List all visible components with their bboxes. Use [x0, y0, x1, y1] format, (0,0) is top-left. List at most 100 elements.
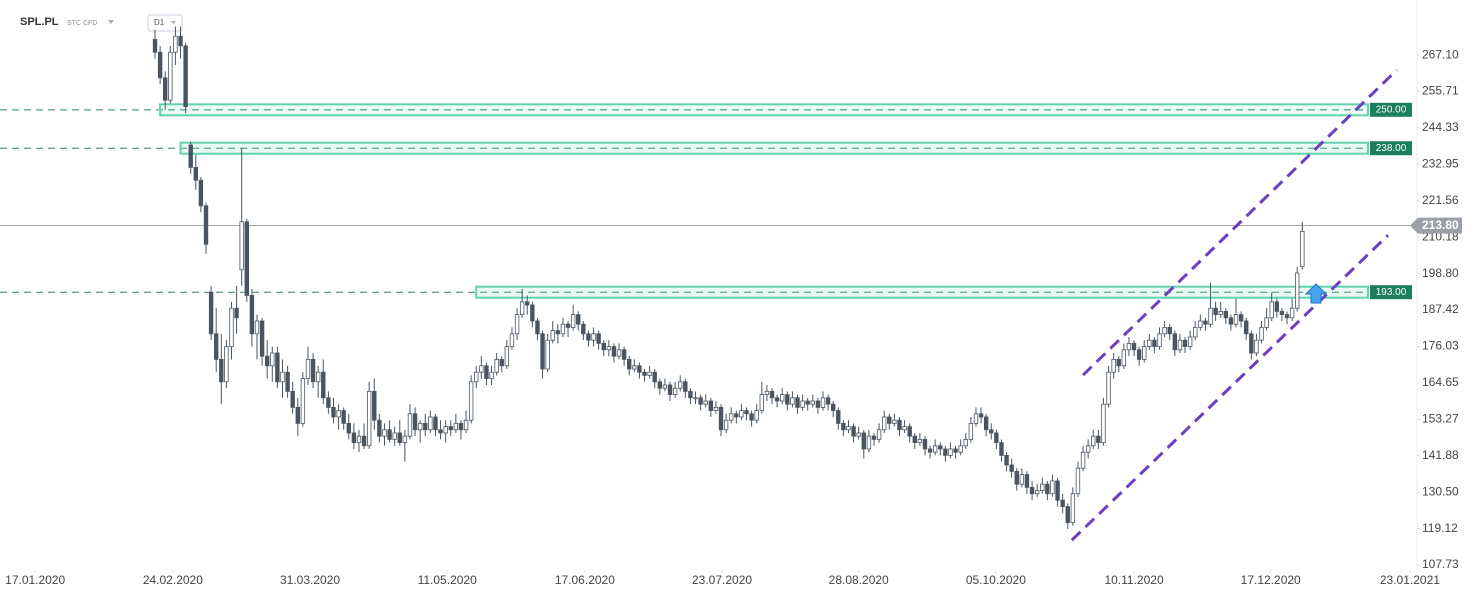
candle-body: [657, 381, 663, 389]
candle-body: [948, 448, 953, 456]
candle-body: [652, 371, 657, 383]
candle-body: [254, 320, 260, 335]
candle-body: [1091, 435, 1096, 447]
candle-body: [983, 416, 989, 431]
candle-body: [397, 432, 402, 443]
candle-body: [723, 419, 729, 431]
candle-body: [662, 384, 668, 389]
candle-body: [1126, 342, 1132, 351]
candle-body: [1269, 301, 1274, 319]
candle-body: [198, 179, 204, 207]
candle-body: [1279, 310, 1285, 315]
candle-body: [494, 358, 499, 373]
candle-body: [336, 410, 341, 418]
candle-body: [468, 381, 474, 421]
candle-body: [361, 435, 367, 447]
candle-body: [555, 330, 561, 335]
candle-body: [152, 39, 158, 53]
candle-body: [1111, 358, 1116, 373]
candle-body: [922, 438, 928, 450]
candle-body: [519, 301, 525, 315]
candle-body: [1131, 342, 1137, 351]
candle-body: [815, 400, 821, 408]
candle-body: [1080, 451, 1086, 469]
candle-body: [214, 333, 219, 360]
candle-body: [157, 51, 163, 79]
symbol: SPL.PL: [20, 16, 59, 28]
dropdown-arrow[interactable]: [108, 20, 114, 24]
candle-body: [810, 400, 815, 405]
candle-body: [1254, 339, 1259, 354]
level-label: 250.00: [1376, 104, 1407, 115]
candle-body: [1172, 333, 1178, 351]
candle-body: [1034, 490, 1040, 495]
candle-body: [887, 416, 892, 424]
candle-body: [790, 397, 795, 405]
candle-body: [805, 400, 810, 405]
candle-body: [1300, 231, 1305, 268]
candle-body: [973, 413, 979, 424]
candle-body: [708, 400, 714, 411]
candle-body: [1157, 333, 1162, 347]
candle-body: [734, 413, 739, 418]
candle-body: [315, 371, 321, 383]
candle-body: [591, 333, 596, 341]
candle-body: [489, 371, 494, 379]
candle-body: [1009, 464, 1014, 472]
y-tick-label: 107.73: [1422, 557, 1459, 571]
candle-body: [820, 397, 826, 408]
x-tick-label: 17.01.2020: [5, 573, 65, 587]
candle-body: [943, 448, 948, 456]
candle-body: [1029, 486, 1035, 495]
candle-body: [678, 381, 683, 389]
candle-body: [1264, 317, 1269, 328]
candle-body: [499, 358, 504, 367]
candle-body: [897, 419, 902, 431]
timeframe-box[interactable]: [147, 14, 183, 32]
candle-body: [1187, 336, 1193, 347]
candle-body: [856, 432, 861, 437]
candle-body: [836, 410, 841, 424]
candle-body: [239, 221, 244, 271]
candle-body: [938, 445, 943, 450]
candle-body: [1228, 317, 1234, 325]
candle-body: [366, 390, 372, 447]
y-tick-label: 153.27: [1422, 411, 1459, 425]
candle-body: [565, 323, 571, 328]
candle-body: [1244, 320, 1249, 335]
candle-body: [382, 429, 387, 437]
candle-body: [530, 304, 535, 322]
candle-body: [540, 333, 545, 370]
candle-body: [1055, 480, 1060, 501]
candle-body: [785, 394, 790, 405]
candle-body: [290, 390, 295, 408]
candle-body: [484, 365, 489, 379]
candle-body: [989, 429, 994, 434]
candle-body: [968, 422, 974, 440]
candle-body: [596, 333, 601, 344]
candle-body: [1142, 346, 1147, 360]
candle-body: [1167, 326, 1172, 335]
candle-body: [841, 422, 846, 431]
market: STC CFD: [67, 20, 97, 27]
y-tick-label: 130.50: [1422, 484, 1459, 498]
candle-body: [749, 413, 754, 421]
candle-body: [249, 294, 255, 335]
y-tick-label: 164.65: [1422, 375, 1459, 389]
candle-body: [586, 333, 591, 341]
level-zone: [159, 103, 1370, 117]
candle-body: [999, 442, 1004, 456]
candle-body: [693, 397, 698, 400]
y-tick-label: 232.95: [1422, 157, 1459, 171]
candle-body: [759, 394, 765, 411]
candle-body: [1274, 301, 1280, 312]
candle-body: [876, 429, 882, 440]
candle-body: [1218, 310, 1223, 315]
candle-body: [963, 438, 968, 447]
candle-body: [1233, 314, 1239, 325]
candle-body: [581, 323, 586, 335]
candle-body: [356, 435, 362, 443]
candle-body: [764, 390, 770, 395]
candle-body: [907, 426, 912, 437]
candle-body: [224, 346, 229, 383]
